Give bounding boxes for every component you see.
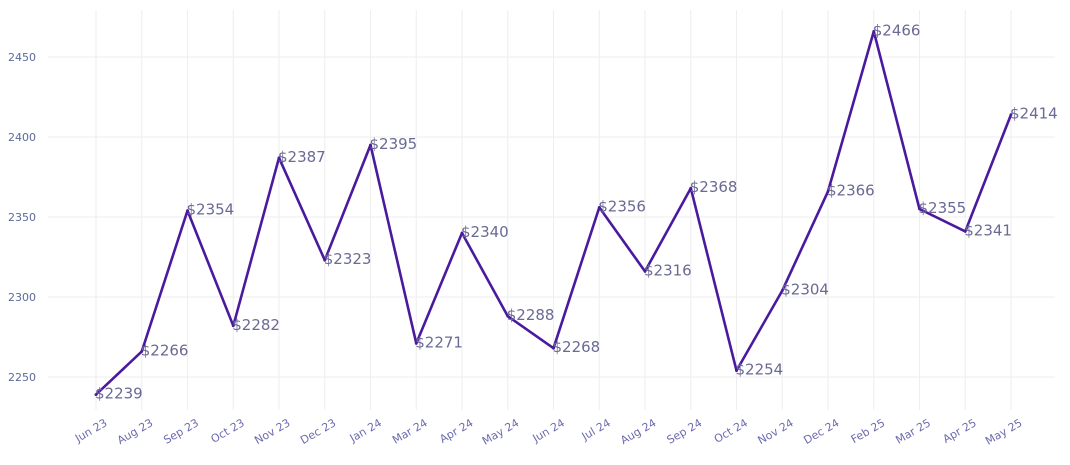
- data-point: [780, 289, 784, 292]
- x-tick-label: Jun 24: [530, 416, 567, 445]
- x-tick-label: Dec 24: [801, 416, 841, 447]
- data-label: $2368: [690, 178, 738, 196]
- data-label: $2282: [232, 316, 280, 334]
- x-tick-label: May 25: [983, 416, 1024, 447]
- data-point: [414, 342, 418, 345]
- data-label: $2354: [187, 201, 235, 219]
- data-label: $2268: [553, 338, 601, 356]
- x-tick-label: Apr 25: [941, 416, 979, 446]
- x-tick-label: Dec 23: [298, 416, 338, 447]
- data-label: $2366: [827, 181, 875, 199]
- grid: [48, 10, 1055, 410]
- data-point: [369, 143, 372, 147]
- x-tick-label: Mar 24: [390, 416, 430, 446]
- data-label: $2254: [736, 361, 784, 379]
- data-point: [231, 324, 235, 328]
- y-tick-label: 2450: [8, 51, 36, 64]
- data-label: $2340: [461, 223, 509, 241]
- data-label: $2387: [278, 148, 326, 166]
- data-point: [963, 230, 967, 233]
- x-tick-label: Jan 24: [347, 416, 384, 445]
- data-point: [918, 207, 921, 211]
- x-tick-label: Mar 25: [893, 416, 933, 446]
- data-label: $2466: [873, 21, 921, 39]
- x-axis-ticks: Jun 23 Aug 23 Sep 23 Oct 23 Nov 23 Dec 23 Jan …: [72, 416, 1024, 447]
- data-point: [460, 231, 464, 235]
- x-tick-label: Feb 25: [849, 416, 888, 446]
- data-label: $2341: [964, 221, 1012, 239]
- data-labels: $2239 $2266 $2354 $2282 $2387 $2323 $2395 $2271…: [95, 21, 1058, 402]
- y-tick-label: 2400: [8, 131, 36, 144]
- x-tick-label: May 24: [480, 416, 521, 447]
- data-point: [735, 369, 738, 372]
- data-point: [323, 258, 327, 262]
- data-point: [552, 346, 555, 350]
- data-point: [1009, 113, 1013, 116]
- x-tick-label: Aug 24: [618, 416, 658, 447]
- data-point: [689, 186, 693, 190]
- x-tick-label: Aug 23: [115, 416, 155, 447]
- data-label: $2323: [324, 250, 372, 268]
- data-label: $2239: [95, 385, 143, 403]
- x-tick-label: Apr 24: [437, 416, 475, 446]
- series: [94, 30, 1013, 396]
- x-tick-label: Jun 23: [72, 416, 109, 445]
- data-point: [186, 209, 189, 213]
- x-tick-label: Oct 23: [209, 416, 247, 446]
- data-point: [94, 393, 98, 396]
- data-label: $2271: [415, 333, 463, 351]
- data-point: [597, 206, 601, 209]
- data-point: [826, 190, 830, 193]
- data-point: [277, 156, 281, 160]
- x-tick-label: Nov 24: [756, 416, 796, 447]
- x-tick-label: Nov 23: [252, 416, 292, 447]
- data-label: $2414: [1010, 105, 1058, 123]
- data-label: $2288: [507, 306, 555, 324]
- x-tick-label: Sep 23: [161, 416, 201, 446]
- data-label: $2316: [644, 261, 692, 279]
- y-tick-label: 2350: [8, 211, 36, 224]
- data-point: [643, 270, 647, 273]
- data-label: $2395: [370, 135, 418, 153]
- data-label: $2355: [919, 199, 967, 217]
- x-tick-label: Jul 24: [579, 416, 613, 443]
- y-tick-label: 2300: [8, 291, 36, 304]
- data-point: [140, 350, 144, 353]
- data-label: $2266: [141, 341, 189, 359]
- x-tick-label: Oct 24: [712, 416, 750, 446]
- data-label: $2304: [781, 281, 829, 299]
- data-label: $2356: [598, 197, 646, 215]
- x-tick-label: Sep 24: [665, 416, 705, 446]
- data-point: [872, 30, 876, 33]
- y-axis-ticks: 2250 2300 2350 2400 2450: [8, 51, 36, 384]
- y-tick-label: 2250: [8, 371, 36, 384]
- data-point: [506, 314, 510, 318]
